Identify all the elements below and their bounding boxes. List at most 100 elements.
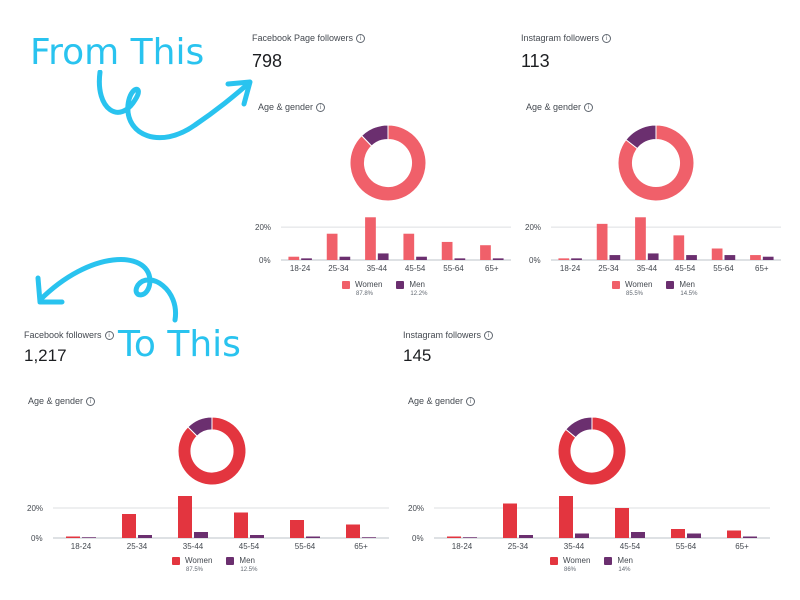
women-percent: 85.5% <box>626 291 644 297</box>
y-tick-label: 20% <box>27 504 43 513</box>
legend-women: Women 87.5% <box>172 556 212 573</box>
women-percent: 86% <box>564 567 577 573</box>
bar-women[interactable] <box>750 255 761 260</box>
info-icon[interactable]: i <box>466 396 476 406</box>
info-icon[interactable]: i <box>104 330 114 340</box>
bar-men[interactable] <box>647 253 659 260</box>
women-swatch <box>342 280 350 289</box>
x-tick-label: 18-24 <box>290 264 311 273</box>
bar-women[interactable] <box>66 536 80 539</box>
y-tick-label: 20% <box>408 504 424 513</box>
bar-men[interactable] <box>687 533 701 539</box>
bar-men[interactable] <box>631 532 645 538</box>
legend-men: Men 14.5% <box>666 280 697 297</box>
bar-men[interactable] <box>519 535 533 538</box>
bar-men[interactable] <box>138 535 152 538</box>
bar-women[interactable] <box>447 536 461 539</box>
fb-after-count: 1,217 <box>24 346 67 365</box>
info-icon[interactable]: i <box>484 330 494 340</box>
bar-men[interactable] <box>82 537 96 538</box>
bar-men[interactable] <box>686 255 697 260</box>
section-title: Age & gender <box>258 102 314 112</box>
bar-men[interactable] <box>306 536 320 539</box>
bar-women[interactable] <box>441 241 453 260</box>
donut-slice-women[interactable] <box>557 416 627 486</box>
bar-men[interactable] <box>575 533 589 539</box>
donut-slice-women[interactable] <box>617 124 695 202</box>
bar-men[interactable] <box>362 537 376 538</box>
ig-after-count: 145 <box>403 346 432 365</box>
ig-after-title: Instagram followers i <box>403 330 494 340</box>
bar-women[interactable] <box>403 233 415 260</box>
bar-men[interactable] <box>724 255 736 260</box>
bar-men[interactable] <box>339 256 351 260</box>
fb-before-section: Age & gender i <box>258 102 326 112</box>
info-icon[interactable]: i <box>316 102 326 112</box>
x-tick-label: 55-64 <box>295 542 316 551</box>
donut-slice-men[interactable] <box>625 124 657 150</box>
men-percent: 12.2% <box>410 291 428 297</box>
fb-before-legend: Women 87.8% Men 12.2% <box>342 280 427 297</box>
bar-women[interactable] <box>711 248 723 261</box>
ig-before-legend: Women 85.5% Men 14.5% <box>612 280 697 297</box>
legend-men-label: Men <box>679 280 695 289</box>
bar-women[interactable] <box>288 256 300 260</box>
x-tick-label: 45-54 <box>239 542 260 551</box>
bar-women[interactable] <box>346 524 360 539</box>
bar-women[interactable] <box>326 233 338 260</box>
women-swatch <box>550 556 558 565</box>
donut-slice-women[interactable] <box>177 416 247 486</box>
bar-men[interactable] <box>454 258 466 260</box>
bar-men[interactable] <box>492 258 504 260</box>
donut-slice-men[interactable] <box>187 416 213 437</box>
men-swatch <box>226 556 235 565</box>
bar-women[interactable] <box>178 496 192 538</box>
men-swatch <box>666 280 675 289</box>
bar-men[interactable] <box>743 536 757 539</box>
bar-women[interactable] <box>635 217 646 260</box>
info-icon[interactable]: i <box>356 33 366 43</box>
bar-women[interactable] <box>673 235 685 260</box>
bar-women[interactable] <box>615 508 629 538</box>
bar-women[interactable] <box>122 514 136 538</box>
ig-after-title-text: Instagram followers <box>403 330 482 340</box>
bar-women[interactable] <box>480 245 491 260</box>
from-this-annotation: From This <box>30 32 205 73</box>
bar-men[interactable] <box>250 535 264 538</box>
bar-men[interactable] <box>762 256 774 260</box>
bar-women[interactable] <box>596 223 608 260</box>
curly-arrow-right-icon <box>96 70 253 141</box>
bar-women[interactable] <box>559 496 573 538</box>
donut-slice-men[interactable] <box>565 416 593 439</box>
donut-slice-men[interactable] <box>360 124 389 147</box>
bar-men[interactable] <box>609 255 621 260</box>
bar-men[interactable] <box>416 256 427 260</box>
bar-women[interactable] <box>503 503 517 539</box>
legend-women: Women 86% <box>550 556 590 573</box>
bar-men[interactable] <box>301 258 312 260</box>
fb-after-bar-chart: 20% 0% 18-24 25-34 35-44 45-54 55-64 65+ <box>27 496 389 551</box>
donut-slice-women[interactable] <box>349 124 427 202</box>
y-tick-label: 0% <box>529 256 541 265</box>
info-icon[interactable]: i <box>86 396 96 406</box>
bar-women[interactable] <box>234 512 248 539</box>
bar-men[interactable] <box>463 537 477 538</box>
bar-women[interactable] <box>290 520 304 538</box>
bar-women[interactable] <box>365 217 376 260</box>
bar-men[interactable] <box>571 258 582 260</box>
info-icon[interactable]: i <box>602 33 612 43</box>
bar-men[interactable] <box>194 532 208 538</box>
legend-men: Men 14% <box>604 556 633 573</box>
x-tick-label: 18-24 <box>452 542 473 551</box>
women-swatch <box>172 556 180 565</box>
y-tick-label: 20% <box>255 223 271 232</box>
bar-women[interactable] <box>671 529 685 538</box>
fb-before-bar-chart: 20% 0% 18-24 25-34 35-44 45-54 55-64 65+ <box>255 217 511 273</box>
x-tick-label: 25-34 <box>127 542 148 551</box>
info-icon[interactable]: i <box>584 102 594 112</box>
bar-men[interactable] <box>377 253 389 260</box>
bar-women[interactable] <box>558 258 570 260</box>
legend-men-label: Men <box>239 556 255 565</box>
bar-women[interactable] <box>727 530 741 539</box>
x-tick-label: 18-24 <box>71 542 92 551</box>
